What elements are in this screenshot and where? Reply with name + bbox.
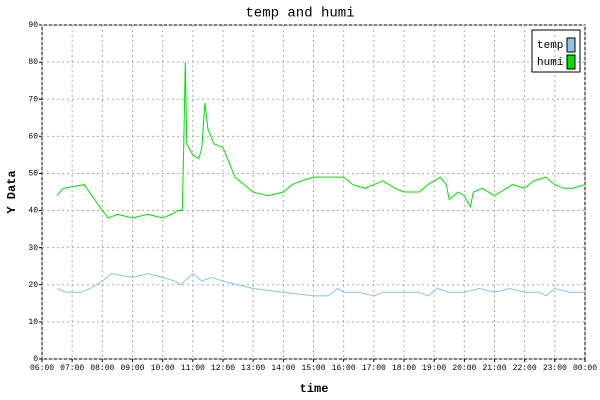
y-tick-label: 50	[28, 170, 38, 179]
x-tick-label: 16:00	[332, 364, 356, 373]
x-tick-label: 15:00	[301, 364, 325, 373]
y-tick-label: 60	[28, 132, 38, 141]
y-tick-label: 70	[28, 95, 38, 104]
chart-title: temp and humi	[245, 6, 354, 22]
x-tick-label: 17:00	[362, 364, 386, 373]
x-tick-label: 10:00	[151, 364, 175, 373]
x-tick-label: 14:00	[271, 364, 295, 373]
y-axis-label: Y Data	[5, 170, 19, 213]
x-tick-label: 18:00	[392, 364, 416, 373]
y-tick-label: 90	[28, 21, 38, 30]
x-tick-label: 06:00	[30, 364, 54, 373]
y-tick-label: 30	[28, 244, 38, 253]
legend-swatch	[566, 37, 576, 53]
x-tick-label: 22:00	[513, 364, 537, 373]
x-tick-label: 21:00	[482, 364, 506, 373]
x-tick-label: 19:00	[422, 364, 446, 373]
y-tick-label: 20	[28, 281, 38, 290]
x-tick-label: 11:00	[181, 364, 205, 373]
x-tick-label: 08:00	[90, 364, 114, 373]
x-tick-label: 12:00	[211, 364, 235, 373]
x-tick-label: 07:00	[60, 364, 84, 373]
x-axis-label: time	[300, 382, 329, 396]
series-line	[56, 62, 586, 219]
y-tick-label: 0	[33, 355, 38, 364]
legend-swatch	[566, 54, 576, 70]
x-tick-label: 23:00	[543, 364, 567, 373]
x-tick-label: 09:00	[120, 364, 144, 373]
legend-label: temp	[537, 40, 563, 52]
legend-label: humi	[537, 57, 564, 69]
x-tick-label: 00:00	[573, 364, 597, 373]
y-tick-label: 40	[28, 207, 38, 216]
x-tick-label: 20:00	[452, 364, 476, 373]
series-line	[56, 272, 585, 297]
y-tick-label: 80	[28, 58, 38, 67]
x-tick-label: 13:00	[241, 364, 265, 373]
y-tick-label: 10	[28, 318, 38, 327]
